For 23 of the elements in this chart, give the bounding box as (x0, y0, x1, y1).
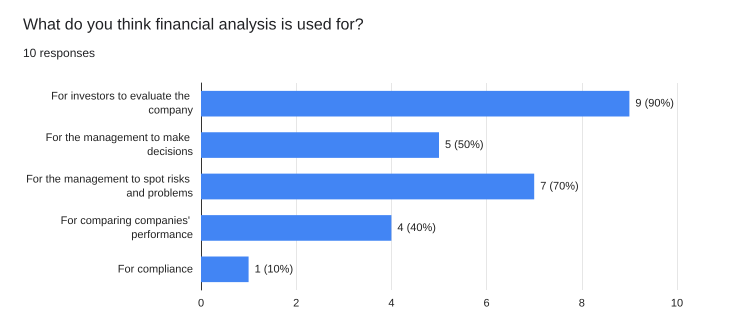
data-label: 7 (70%) (540, 180, 579, 192)
data-label: 4 (40%) (397, 222, 436, 234)
y-tick-label: For investors to evaluate the company (51, 90, 194, 117)
bar (201, 132, 439, 158)
x-tick-label: 6 (484, 298, 490, 310)
y-tick-label: For comparing companies' performance (60, 214, 193, 241)
bar (201, 256, 249, 282)
x-tick-label: 2 (293, 298, 300, 310)
y-tick-label: For the management to make decisions (46, 132, 194, 158)
data-label: 5 (50%) (445, 139, 484, 152)
data-label: 9 (90%) (635, 98, 674, 110)
x-tick-label: 8 (578, 298, 585, 310)
data-label: 1 (10%) (254, 263, 294, 276)
bar (201, 215, 392, 241)
y-tick-label: For compliance (118, 263, 193, 276)
chart-title: What do you think financial analysis is used for? (23, 16, 364, 34)
y-tick-label: For the management to spot risks and problems (26, 174, 194, 200)
x-tick-label: 4 (388, 298, 394, 310)
text: 10 responses (23, 46, 96, 60)
x-tick-label: 10 (670, 298, 684, 310)
bar (201, 90, 630, 117)
bar (201, 174, 534, 200)
x-tick-label: 0 (198, 298, 204, 310)
